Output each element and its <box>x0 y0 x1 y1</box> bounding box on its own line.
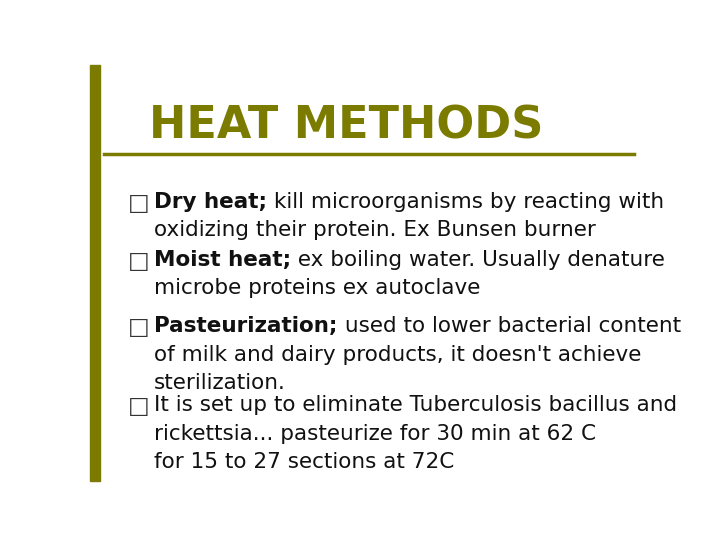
Text: used to lower bacterial content: used to lower bacterial content <box>338 316 680 336</box>
Text: rickettsia... pasteurize for 30 min at 62 C: rickettsia... pasteurize for 30 min at 6… <box>154 424 596 444</box>
Text: of milk and dairy products, it doesn't achieve: of milk and dairy products, it doesn't a… <box>154 345 642 364</box>
Text: □: □ <box>128 250 150 273</box>
Bar <box>90 65 100 481</box>
Text: ex boiling water. Usually denature: ex boiling water. Usually denature <box>292 250 665 270</box>
Text: microbe proteins ex autoclave: microbe proteins ex autoclave <box>154 278 480 298</box>
Text: Dry heat;: Dry heat; <box>154 192 267 212</box>
Text: for 15 to 27 sections at 72C: for 15 to 27 sections at 72C <box>154 452 454 472</box>
Text: □: □ <box>128 192 150 214</box>
Text: sterilization.: sterilization. <box>154 373 286 393</box>
Text: □: □ <box>128 395 150 418</box>
Text: kill microorganisms by reacting with: kill microorganisms by reacting with <box>267 192 665 212</box>
Text: oxidizing their protein. Ex Bunsen burner: oxidizing their protein. Ex Bunsen burne… <box>154 220 596 240</box>
Text: Pasteurization;: Pasteurization; <box>154 316 338 336</box>
Text: □: □ <box>128 316 150 339</box>
Text: HEAT METHODS: HEAT METHODS <box>148 104 543 147</box>
Text: It is set up to eliminate Tuberculosis bacillus and: It is set up to eliminate Tuberculosis b… <box>154 395 678 415</box>
Text: Moist heat;: Moist heat; <box>154 250 292 270</box>
